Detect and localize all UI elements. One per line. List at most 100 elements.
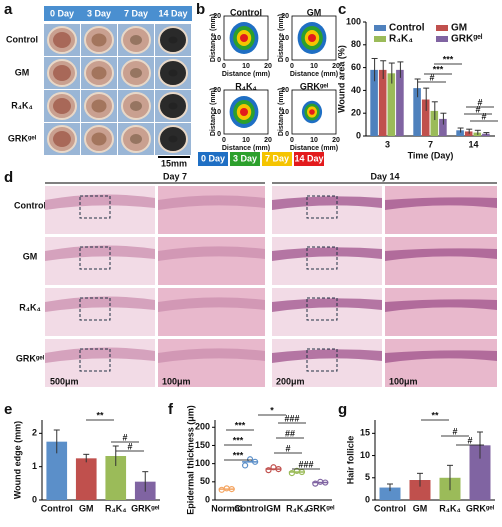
- map-title: GM: [307, 7, 322, 17]
- significance: #: [475, 104, 480, 114]
- wound-core: [130, 68, 142, 78]
- wound-core: [91, 132, 107, 146]
- bar: [75, 458, 97, 500]
- contour: [240, 34, 248, 42]
- tissue: [45, 339, 155, 387]
- point: [247, 456, 254, 463]
- day-label: 3 Day: [87, 8, 111, 18]
- wound-core: [91, 99, 107, 113]
- header-bar: [44, 6, 192, 21]
- x-tick-label: 7: [428, 139, 433, 149]
- significance: #: [122, 432, 127, 442]
- tissue: [272, 339, 382, 387]
- group-label: GM: [23, 251, 38, 261]
- significance: #: [477, 97, 482, 107]
- map-tick: 10: [281, 109, 289, 116]
- panel-label: g: [338, 401, 347, 418]
- tissue: [385, 339, 497, 387]
- map-tick: 20: [281, 13, 289, 20]
- x-tick-label: 14: [468, 139, 478, 149]
- x-tick-label: Control: [234, 503, 266, 513]
- map-tick: 10: [281, 35, 289, 42]
- map-tick: 20: [281, 87, 289, 94]
- zoom-box: [79, 348, 111, 372]
- tissue-layer: [272, 196, 382, 210]
- bar: [46, 441, 68, 500]
- map-tick: 20: [332, 137, 340, 144]
- tissue-layer: [272, 298, 382, 312]
- legend-swatch: [436, 36, 448, 42]
- bar: [413, 88, 421, 136]
- bar: [430, 110, 439, 136]
- bar: [396, 69, 404, 136]
- tissue-layer: [45, 296, 155, 312]
- significance: ***: [233, 435, 244, 445]
- x-tick-label: Control: [374, 503, 406, 513]
- y-axis-label: Hair follicle: [345, 436, 355, 485]
- map-xlabel: Distance (mm): [222, 145, 270, 152]
- map-tick: 20: [213, 13, 221, 20]
- day-title: Day 7: [163, 171, 187, 181]
- bar: [378, 69, 387, 136]
- point: [298, 468, 305, 476]
- legend-box: [262, 152, 292, 166]
- zoom-box: [79, 195, 111, 219]
- tissue-layer: [385, 197, 497, 210]
- tissue-layer: [158, 246, 265, 261]
- significance: **: [431, 410, 439, 420]
- group-label: GRKᵍᵉˡ: [16, 353, 45, 363]
- map-title: R₄K₄: [235, 81, 257, 91]
- point: [228, 485, 235, 493]
- day-label: 7 Day: [124, 8, 148, 18]
- bar: [105, 456, 127, 500]
- scale-label: 500μm: [50, 376, 79, 386]
- wound-core: [130, 35, 142, 45]
- legend-label: 14 Day: [294, 153, 323, 163]
- y-tick-label: 150: [195, 440, 210, 450]
- wound-core: [91, 66, 107, 80]
- x-tick-label: GM: [266, 503, 281, 513]
- y-tick-label: 40: [351, 85, 361, 95]
- group-label: GRKᵍᵉˡ: [8, 133, 37, 143]
- y-tick-label: 15: [360, 428, 370, 438]
- map-tick: 20: [264, 63, 272, 70]
- bar: [456, 130, 464, 136]
- y-tick-label: 200: [195, 422, 210, 432]
- contour: [308, 34, 316, 42]
- legend-box: [294, 152, 324, 166]
- day-label: 0 Day: [50, 8, 74, 18]
- y-axis-label: Wound edge (mm): [12, 421, 22, 499]
- x-axis-label: Time (Day): [408, 150, 454, 160]
- significance: *: [270, 405, 274, 415]
- significance: #: [481, 111, 486, 121]
- panel-label: c: [338, 1, 346, 18]
- day-label: 14 Day: [158, 8, 187, 18]
- y-tick-label: 0: [356, 130, 361, 140]
- y-tick-label: 100: [346, 16, 361, 26]
- wound-core: [130, 101, 142, 111]
- legend-label: R₄K₄: [389, 34, 413, 45]
- panel-label: a: [4, 1, 13, 18]
- x-tick-label: Normal: [211, 503, 242, 513]
- wound-core: [53, 98, 71, 114]
- y-axis-label: Epidermal thickness (μm): [185, 405, 195, 515]
- y-tick-label: 60: [351, 62, 361, 72]
- map-ylabel: Distance (mm): [278, 88, 285, 136]
- point: [275, 465, 282, 473]
- significance: ##: [285, 428, 295, 438]
- x-tick-label: Control: [41, 503, 73, 513]
- significance: #: [452, 426, 457, 436]
- bar: [370, 69, 378, 136]
- tissue: [385, 237, 497, 285]
- legend-label: GRKᵍᵉˡ: [451, 34, 483, 45]
- x-tick-label: R₄K₄: [439, 503, 461, 513]
- panel-label: f: [168, 401, 174, 418]
- significance: **: [96, 410, 104, 420]
- legend-label: 7 Day: [265, 153, 289, 163]
- map-ylabel: Distance (mm): [210, 88, 217, 136]
- x-tick-label: GRKᵍᵉˡ: [306, 503, 335, 513]
- zoom-box: [306, 297, 338, 321]
- map-tick: 0: [222, 137, 226, 144]
- map-tick: 0: [290, 137, 294, 144]
- x-tick-label: 3: [385, 139, 390, 149]
